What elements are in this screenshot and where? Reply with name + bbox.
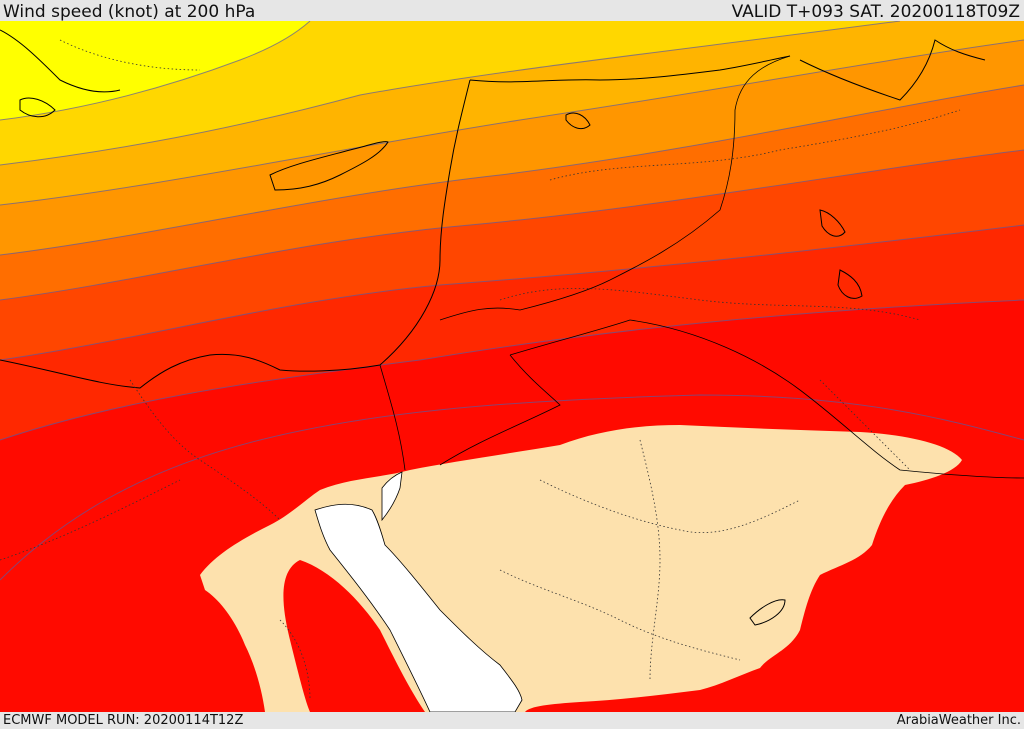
header-bar: Wind speed (knot) at 200 hPa VALID T+093… <box>0 0 1024 22</box>
speed-contours <box>0 21 1024 581</box>
political-borders <box>379 55 1024 479</box>
red-sea <box>314 503 523 712</box>
coastlines <box>0 29 986 626</box>
admin-boundaries <box>0 39 961 701</box>
valid-time-label: VALID T+093 SAT. 20200118T09Z <box>731 2 1020 22</box>
gulf-of-aqaba <box>381 471 403 522</box>
footer-bar: ECMWF MODEL RUN: 20200114T12Z ArabiaWeat… <box>0 712 1024 729</box>
band-yellow <box>0 21 310 120</box>
weather-map[interactable] <box>0 21 1024 712</box>
model-run-label: ECMWF MODEL RUN: 20200114T12Z <box>3 713 244 728</box>
map-title: Wind speed (knot) at 200 hPa <box>3 2 256 22</box>
credit-label: ArabiaWeather Inc. <box>896 713 1021 728</box>
wind-speed-map-svg <box>0 21 1024 712</box>
